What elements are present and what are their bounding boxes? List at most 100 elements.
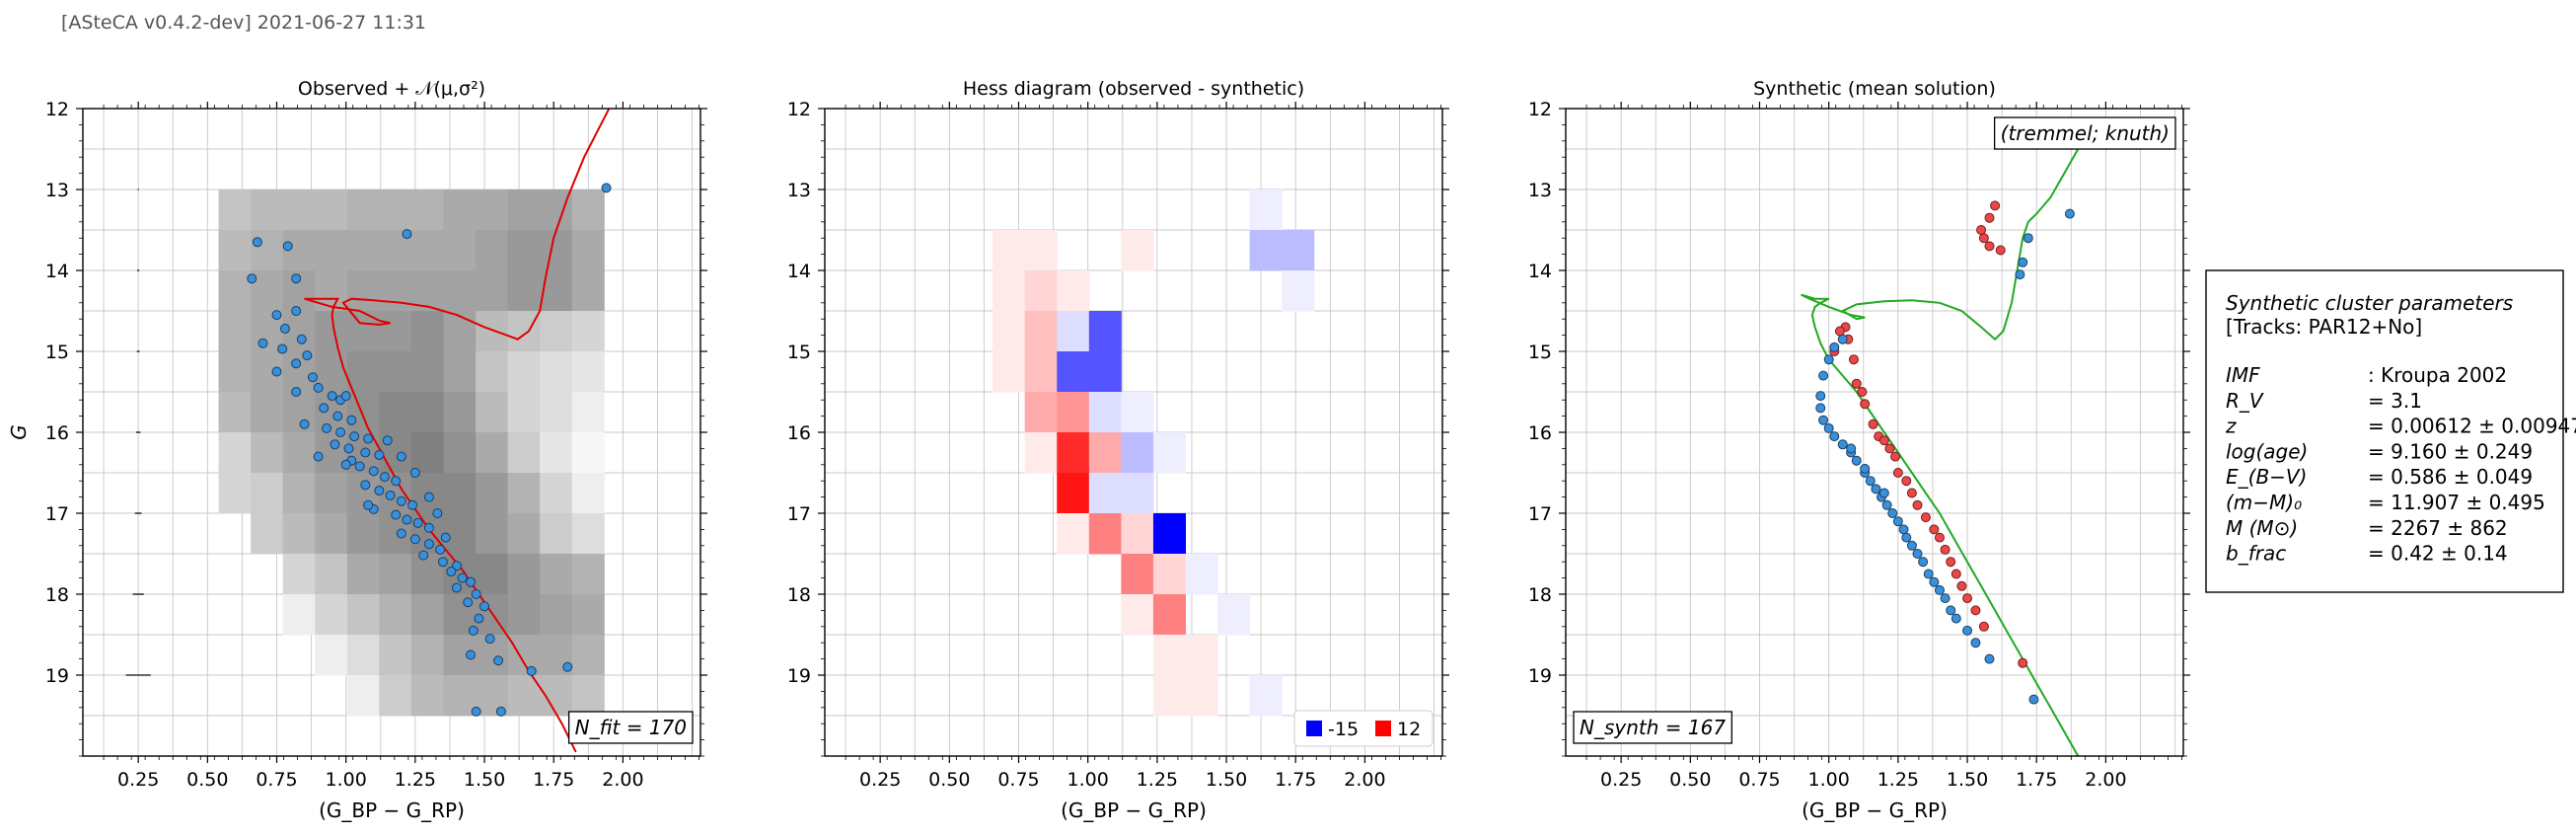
synthetic-binary-star <box>1940 544 1950 555</box>
synthetic-single-star <box>1950 613 1961 624</box>
hess-cell <box>1088 513 1122 555</box>
hess-cell <box>1057 513 1090 555</box>
y-tick-label: 15 <box>787 342 811 363</box>
synthetic-binary-star <box>1970 605 1981 616</box>
panel-title: Synthetic (mean solution) <box>1753 78 1996 100</box>
observed-panel: 0.25 0.50 0.75 1.00 1.25 1.50 1.75 2.00 12 13 14 15… <box>7 78 707 822</box>
synthetic-single-star <box>1818 370 1829 381</box>
density-cell <box>476 190 509 231</box>
synthetic-binary-star <box>1934 532 1945 543</box>
synthetic-single-star <box>1851 455 1862 466</box>
legend-frame <box>1293 710 1434 747</box>
synthetic-single-star <box>1878 488 1889 498</box>
density-cell <box>315 635 348 676</box>
y-tick-label: 19 <box>787 665 811 687</box>
density-cell <box>540 392 573 433</box>
param-name: b_frac <box>2226 542 2286 566</box>
synthetic-single-star <box>1860 463 1871 474</box>
synthetic-single-star <box>1818 415 1829 425</box>
density-cell <box>443 311 477 352</box>
density-cell <box>476 432 509 474</box>
observed-star <box>319 403 330 414</box>
density-cell <box>346 675 380 717</box>
observed-star <box>423 539 434 550</box>
observed-star <box>252 237 262 248</box>
synthetic-isochrone-line <box>1801 123 2094 756</box>
hess-cell <box>1024 311 1058 352</box>
density-cell <box>507 270 541 312</box>
synthetic-single-star <box>1871 484 1881 495</box>
density-cell <box>507 594 541 636</box>
observed-star <box>291 273 302 284</box>
synthetic-binary-star <box>1950 569 1961 579</box>
hess-cell <box>1152 432 1186 474</box>
observed-star <box>279 324 290 335</box>
synthetic-single-star <box>2015 269 2025 280</box>
hess-cell <box>1282 270 1315 312</box>
density-cell <box>507 230 541 271</box>
synthetic-binary-star <box>1978 233 1989 244</box>
synthetic-binary-star <box>1848 354 1859 365</box>
y-tick-label: 15 <box>1528 342 1552 363</box>
density-cell <box>571 473 605 514</box>
synthetic-binary-star <box>1995 245 2006 256</box>
density-cell <box>571 513 605 555</box>
observed-star <box>382 435 393 446</box>
observed-star <box>360 447 371 458</box>
hess-cell <box>1185 675 1218 717</box>
synthetic-single-star <box>1829 431 1840 442</box>
x-tick-label: 1.25 <box>1137 769 1178 791</box>
synthetic-binary-star <box>1920 512 1931 523</box>
y-axis-label: G <box>7 424 31 440</box>
synthetic-binary-star <box>1912 499 1923 510</box>
hess-cell <box>1057 473 1090 514</box>
hess-cell <box>1121 554 1154 595</box>
observed-star <box>307 372 318 383</box>
observed-star <box>468 625 478 636</box>
density-cell <box>410 675 444 717</box>
nsynth-label-text: N_synth = 167 <box>1580 716 1726 739</box>
y-tick-label: 14 <box>45 261 69 282</box>
hess-cell <box>1121 473 1154 514</box>
param-value: = 11.907 ± 0.495 <box>2368 491 2545 514</box>
nfit-label: N_fit = 170 <box>567 711 694 744</box>
observed-star <box>437 557 448 568</box>
grid <box>1566 109 2183 756</box>
y-tick-label: 19 <box>45 665 69 687</box>
observed-star <box>471 589 481 599</box>
hess-cell <box>993 351 1026 393</box>
y-tick-label: 19 <box>1528 665 1552 687</box>
hess-cell <box>1088 392 1122 433</box>
synthetic-binary-star <box>1956 580 1967 591</box>
hess-cell <box>1088 311 1122 352</box>
density-cell <box>540 594 573 636</box>
observed-star <box>391 476 402 487</box>
density-cell <box>476 351 509 393</box>
density-cell <box>218 473 252 514</box>
hess-cell <box>1088 432 1122 474</box>
x-tick-label: 0.75 <box>997 769 1039 791</box>
density-cell <box>218 432 252 474</box>
synthetic-binary-star <box>1984 212 1995 223</box>
density-cell <box>379 675 412 717</box>
density-cell <box>443 270 477 312</box>
legend-swatch <box>1375 721 1391 736</box>
hess-cell <box>1152 513 1186 555</box>
observed-star <box>396 495 406 506</box>
density-cell <box>218 190 252 231</box>
density-cell <box>507 432 541 474</box>
synthetic-binary-star <box>1984 241 1995 252</box>
observed-star <box>258 338 268 348</box>
data-layer <box>825 109 1442 756</box>
x-tick-label: 0.25 <box>859 769 901 791</box>
density-cell <box>346 513 380 555</box>
x-tick-label: 1.00 <box>1067 769 1109 791</box>
observed-star <box>313 451 324 462</box>
header-stamp: [ASteCA v0.4.2-dev] 2021-06-27 11:31 <box>61 12 427 34</box>
observed-star <box>451 582 462 593</box>
observed-star <box>271 310 282 321</box>
observed-star <box>349 431 360 442</box>
synthetic-binary-star <box>1976 225 1987 235</box>
density-cell <box>443 351 477 393</box>
